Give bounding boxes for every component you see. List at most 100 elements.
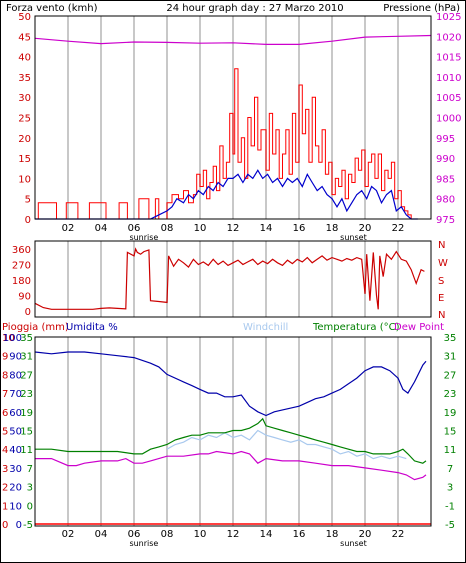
bot-time-tick-22: 22: [392, 529, 405, 540]
rain-tick-8: 8: [2, 370, 8, 381]
direction-tick-90: 90: [18, 292, 31, 303]
temp-left-tick-9: 31: [20, 352, 33, 363]
direction-tick-270: 270: [12, 261, 31, 272]
bot-time-tick-08: 08: [161, 529, 174, 540]
wind-tick-50: 50: [18, 12, 31, 23]
direction-chart-frame: [34, 240, 432, 318]
pressure-tick-1015: 1015: [436, 53, 461, 64]
humidity-tick-0: 0: [16, 520, 22, 531]
wind-direction-chart: 0 90 180 270 360 N W S E N: [12, 240, 448, 321]
pressure-line: [34, 34, 432, 46]
temp-right-tick-0: -5: [445, 520, 455, 531]
top-time-tick-20: 20: [359, 223, 372, 234]
direction-degree-ticks: 0 90 180 270 360: [12, 245, 31, 318]
temp-right-tick-7: 23: [444, 389, 457, 400]
compass-labels: N W S E N: [438, 240, 448, 321]
temp-left-tick-4: 11: [20, 445, 33, 456]
bot-time-tick-04: 04: [95, 529, 108, 540]
humidity-tick-70: 70: [9, 389, 22, 400]
sunset-label: sunset: [340, 233, 367, 242]
bottom-time-ticks: 02 04 06 08 10 12 14 16 18 20 22: [62, 529, 405, 540]
direction-tick-360: 360: [12, 245, 31, 256]
wind-tick-40: 40: [18, 53, 31, 64]
rain-tick-10: 10: [2, 333, 15, 344]
wind-tick-10: 10: [18, 174, 31, 185]
top-time-ticks: 02 04 06 08 10 12 14 16 18 20 22: [62, 223, 405, 234]
rain-tick-4: 4: [2, 445, 8, 456]
bottom-chart-grid: [67, 337, 399, 526]
compass-label-w: W: [438, 258, 448, 269]
humidity-axis-title: Umidita %: [66, 322, 118, 333]
bottom-chart-frame: [34, 336, 432, 527]
rain-tick-0: 0: [2, 520, 8, 531]
rain-tick-3: 3: [2, 464, 8, 475]
top-time-tick-08: 08: [161, 223, 174, 234]
wind-tick-5: 5: [25, 195, 31, 206]
temp-right-tick-6: 19: [444, 408, 457, 419]
humidity-line: [34, 351, 427, 417]
bot-time-tick-10: 10: [194, 529, 207, 540]
bot-time-tick-02: 02: [62, 529, 75, 540]
temp-left-tick-1: 0: [27, 501, 33, 512]
rain-tick-9: 9: [2, 352, 8, 363]
compass-label-e: E: [438, 293, 444, 304]
rain-tick-6: 6: [2, 408, 8, 419]
pressure-tick-1010: 1010: [436, 73, 461, 84]
rain-tick-5: 5: [2, 427, 8, 438]
humidity-axis-ticks: 0 10 20 30 40 50 60 70 809 0 100: [3, 333, 22, 531]
temp-right-tick-5: 15: [444, 427, 457, 438]
bot-time-tick-14: 14: [260, 529, 273, 540]
rain-tick-7: 7: [2, 389, 8, 400]
dewpoint-line: [35, 450, 427, 481]
wind-tick-30: 30: [18, 93, 31, 104]
wind-tick-20: 20: [18, 134, 31, 145]
top-time-tick-04: 04: [95, 223, 108, 234]
humidity-tick-20: 20: [9, 483, 22, 494]
top-time-tick-10: 10: [194, 223, 207, 234]
temp-right-tick-4: 11: [444, 445, 457, 456]
humidity-tick-100: 100: [3, 333, 22, 344]
temperature-humidity-chart: Pioggia (mm) Umidita % Windchill Tempera…: [2, 322, 456, 548]
temp-right-tick-1: -1: [445, 501, 455, 512]
direction-chart-series: [34, 247, 425, 310]
temperature-left-ticks: -5 0 3 7 11 15 19 23 27 31 35: [20, 333, 33, 531]
rain-axis-title: Pioggia (mm): [2, 322, 69, 333]
top-time-tick-22: 22: [392, 223, 405, 234]
graph-title: 24 hour graph day : 27 Marzo 2010: [166, 3, 343, 14]
wind-direction-line: [34, 247, 425, 310]
pressure-tick-1005: 1005: [436, 93, 461, 104]
humidity-tick-50: 50: [9, 427, 22, 438]
temp-left-tick-8: 27: [20, 370, 33, 381]
humidity-tick-40: 40: [9, 445, 22, 456]
wind-tick-35: 35: [18, 73, 31, 84]
humidity-tick-60: 60: [9, 408, 22, 419]
top-time-tick-14: 14: [260, 223, 273, 234]
dewpoint-legend: Dew Point: [394, 322, 444, 333]
temperature-line: [35, 417, 427, 464]
top-time-tick-16: 16: [293, 223, 306, 234]
pressure-axis-ticks: 975 980 985 990 995 1000 1005 1010 1015 1020 1025: [436, 12, 461, 226]
wind-tick-0: 0: [25, 215, 31, 226]
temp-right-tick-10: 35: [444, 333, 457, 344]
bot-time-tick-12: 12: [227, 529, 240, 540]
rain-tick-2: 2: [2, 483, 8, 494]
pressure-tick-1000: 1000: [436, 114, 461, 125]
compass-label-n-bottom: N: [438, 310, 445, 321]
temp-right-tick-3: 7: [447, 464, 453, 475]
temperature-right-ticks: -5 -1 3 7 11 15 19 23 27 31 35: [444, 333, 457, 531]
temp-right-tick-9: 31: [444, 352, 457, 363]
direction-tick-0: 0: [25, 307, 31, 318]
humidity-tick-80: 80: [9, 370, 22, 381]
pressure-axis-title: Pressione (hPa): [383, 3, 460, 14]
top-time-tick-02: 02: [62, 223, 75, 234]
direction-tick-180: 180: [12, 276, 31, 287]
humidity-tick-30: 30: [9, 464, 22, 475]
temp-left-tick-7: 23: [20, 389, 33, 400]
temp-left-tick-0: -5: [23, 520, 33, 531]
pressure-tick-980: 980: [436, 195, 455, 206]
wind-tick-15: 15: [18, 154, 31, 165]
bot-time-tick-16: 16: [293, 529, 306, 540]
wind-axis-ticks: 0 5 10 15 20 25 30 35 40 45 50: [18, 12, 31, 226]
compass-label-n-top: N: [438, 240, 445, 251]
